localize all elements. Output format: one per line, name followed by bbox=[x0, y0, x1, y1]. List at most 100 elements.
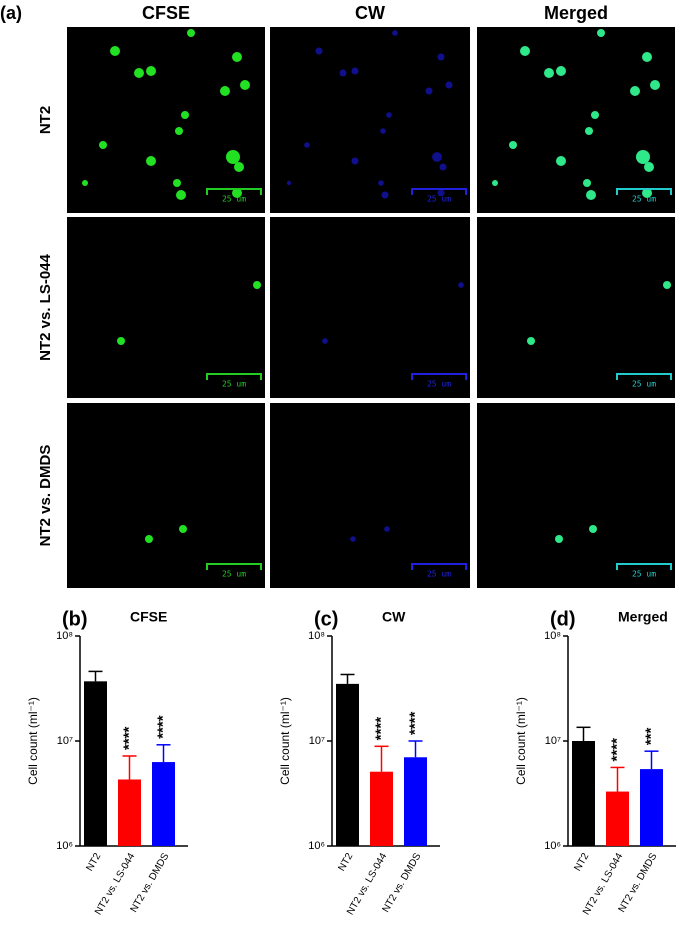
cell bbox=[642, 188, 652, 198]
cell bbox=[386, 112, 392, 118]
cell bbox=[351, 157, 359, 165]
cell bbox=[650, 80, 660, 90]
cell bbox=[181, 111, 189, 119]
cell bbox=[586, 190, 596, 200]
cell bbox=[439, 163, 447, 171]
column-header: Merged bbox=[544, 3, 608, 23]
bar bbox=[152, 762, 175, 846]
chart-title: CFSE bbox=[130, 609, 167, 625]
cell bbox=[82, 180, 88, 186]
scale-bar-label: 25 um bbox=[222, 195, 246, 204]
micrograph bbox=[270, 217, 470, 398]
cell bbox=[583, 179, 591, 187]
panel-label: (a) bbox=[0, 3, 22, 23]
panel-label: (c) bbox=[314, 608, 338, 630]
cell bbox=[179, 525, 187, 533]
scale-bar bbox=[616, 188, 672, 195]
scale-bar bbox=[206, 563, 262, 570]
cell bbox=[322, 338, 328, 344]
scale-bar-label: 25 um bbox=[427, 195, 451, 204]
y-tick-label: 10⁸ bbox=[308, 630, 325, 642]
cell bbox=[350, 536, 356, 542]
cell bbox=[509, 141, 517, 149]
column-header: CFSE bbox=[142, 3, 190, 23]
micrograph bbox=[270, 27, 470, 213]
y-tick-label: 10⁷ bbox=[309, 735, 325, 747]
bar bbox=[370, 771, 393, 846]
significance: **** bbox=[608, 738, 625, 762]
cell bbox=[380, 128, 386, 134]
cell bbox=[636, 150, 650, 164]
cell bbox=[458, 282, 464, 288]
row-label: NT2 bbox=[37, 106, 54, 134]
cell bbox=[591, 111, 599, 119]
cell bbox=[492, 180, 498, 186]
cell bbox=[232, 52, 242, 62]
cell bbox=[146, 66, 156, 76]
y-tick-label: 10⁶ bbox=[308, 840, 325, 852]
micrograph bbox=[270, 403, 470, 588]
y-axis-label: Cell count (ml⁻¹) bbox=[514, 697, 528, 785]
cell bbox=[240, 80, 250, 90]
scale-bar bbox=[411, 188, 467, 195]
cell bbox=[384, 526, 390, 532]
cell bbox=[286, 180, 292, 186]
scale-bar bbox=[616, 563, 672, 570]
cell bbox=[555, 535, 563, 543]
bar bbox=[606, 791, 629, 846]
significance: *** bbox=[642, 728, 659, 746]
x-tick-label: NT2 bbox=[336, 851, 355, 873]
x-tick-label: NT2 bbox=[84, 851, 103, 873]
cell bbox=[339, 69, 347, 77]
cell bbox=[556, 66, 566, 76]
cell bbox=[134, 68, 144, 78]
micrograph bbox=[67, 217, 265, 398]
bar bbox=[640, 769, 663, 846]
scale-bar bbox=[411, 373, 467, 380]
significance: **** bbox=[120, 726, 137, 750]
y-tick-label: 10⁶ bbox=[544, 840, 561, 852]
cell bbox=[378, 180, 384, 186]
row-label: NT2 vs. LS-044 bbox=[37, 253, 54, 360]
scale-bar-label: 25 um bbox=[632, 380, 656, 389]
cell bbox=[597, 29, 605, 37]
scale-bar-label: 25 um bbox=[222, 380, 246, 389]
significance: **** bbox=[406, 711, 423, 735]
bar bbox=[84, 681, 107, 846]
y-tick-label: 10⁶ bbox=[56, 840, 73, 852]
cell bbox=[392, 30, 398, 36]
cell bbox=[642, 52, 652, 62]
scale-bar bbox=[411, 563, 467, 570]
cell bbox=[146, 156, 156, 166]
cell bbox=[663, 281, 671, 289]
cell bbox=[232, 188, 242, 198]
cell bbox=[445, 81, 453, 89]
cell bbox=[437, 53, 445, 61]
row-label: NT2 vs. DMDS bbox=[37, 445, 54, 547]
scale-bar-label: 25 um bbox=[632, 195, 656, 204]
cell bbox=[117, 337, 125, 345]
micrograph bbox=[477, 27, 675, 213]
significance: **** bbox=[154, 715, 171, 739]
scale-bar-label: 25 um bbox=[427, 380, 451, 389]
cell bbox=[630, 86, 640, 96]
scale-bar-label: 25 um bbox=[427, 570, 451, 579]
scale-bar-label: 25 um bbox=[632, 570, 656, 579]
scale-bar bbox=[206, 373, 262, 380]
y-axis-label: Cell count (ml⁻¹) bbox=[278, 697, 292, 785]
cell bbox=[644, 162, 654, 172]
micrograph bbox=[67, 27, 265, 213]
x-tick-label: NT2 bbox=[572, 851, 591, 873]
cell bbox=[145, 535, 153, 543]
cell bbox=[381, 191, 389, 199]
y-tick-label: 10⁸ bbox=[544, 630, 561, 642]
micrograph bbox=[67, 403, 265, 588]
bar bbox=[118, 779, 141, 846]
cell bbox=[304, 142, 310, 148]
micrograph bbox=[477, 403, 675, 588]
cell bbox=[315, 47, 323, 55]
cell bbox=[253, 281, 261, 289]
cell bbox=[99, 141, 107, 149]
column-header: CW bbox=[355, 3, 385, 23]
